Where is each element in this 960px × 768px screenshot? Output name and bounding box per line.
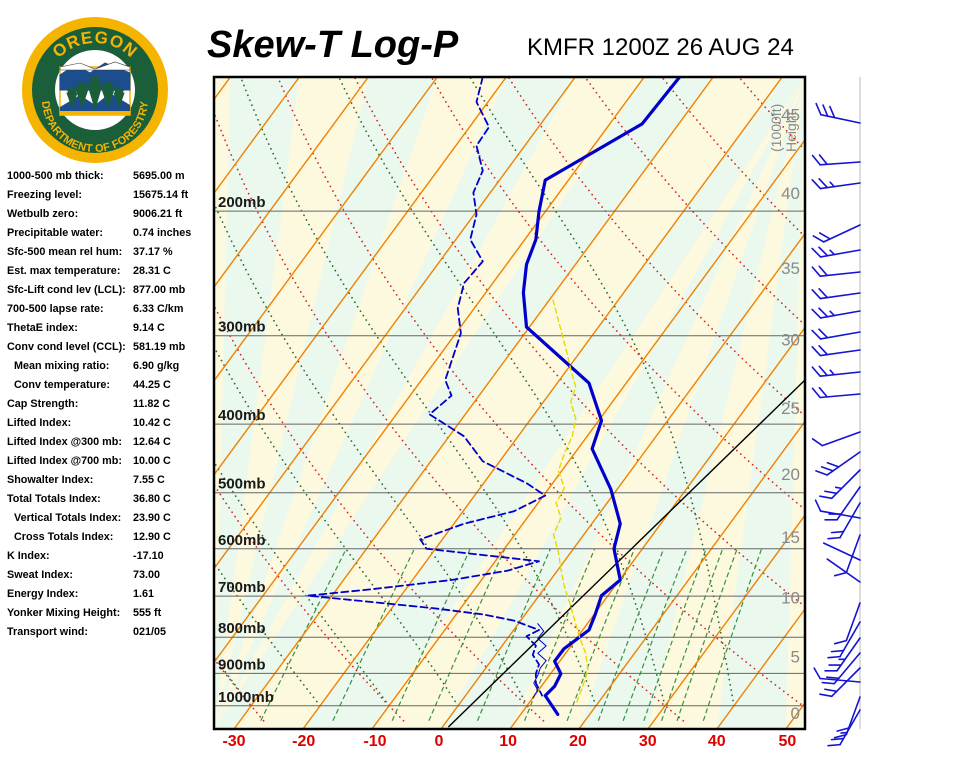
svg-text:5: 5 [791,647,800,666]
svg-text:700mb: 700mb [218,579,266,596]
svg-text:900mb: 900mb [218,656,266,673]
svg-text:40: 40 [781,184,800,203]
svg-text:400mb: 400mb [218,407,266,424]
svg-text:(1000ft): (1000ft) [768,104,784,152]
svg-text:800mb: 800mb [218,620,266,637]
svg-text:10: 10 [781,589,800,608]
svg-text:300mb: 300mb [218,319,266,336]
svg-text:20: 20 [781,465,800,484]
svg-text:1000mb: 1000mb [218,689,274,706]
svg-text:Height: Height [783,111,799,152]
svg-text:200mb: 200mb [218,194,266,211]
svg-text:600mb: 600mb [218,532,266,549]
svg-text:30: 30 [781,330,800,349]
svg-text:15: 15 [781,528,800,547]
svg-text:25: 25 [781,399,800,418]
svg-text:500mb: 500mb [218,476,266,493]
svg-text:0: 0 [791,704,800,723]
svg-text:35: 35 [781,259,800,278]
